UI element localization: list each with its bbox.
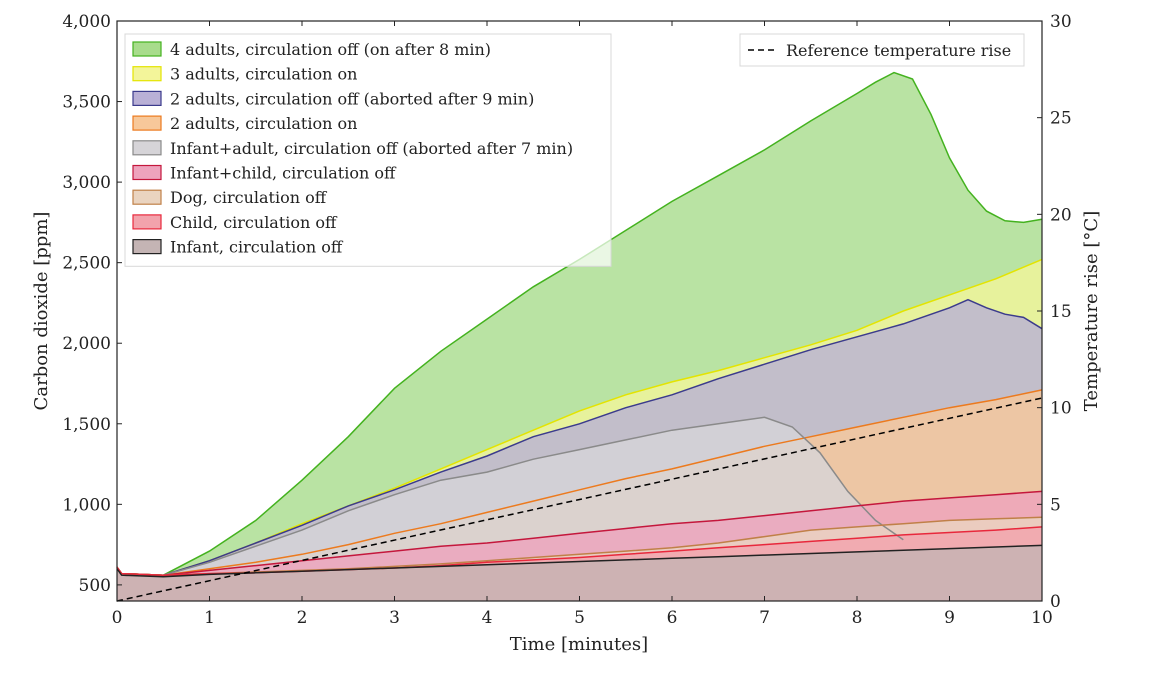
- x-tick-label: 9: [944, 608, 955, 628]
- legend-swatch: [132, 189, 162, 205]
- legend-swatch: [132, 140, 162, 156]
- y-right-tick-label: 20: [1050, 205, 1072, 225]
- legend-label: Infant+child, circulation off: [170, 164, 397, 183]
- y-right-tick-label: 25: [1050, 109, 1072, 129]
- legend-label: Infant, circulation off: [170, 238, 344, 257]
- y-left-tick-label: 4,000: [62, 12, 111, 32]
- y-left-tick-label: 3,000: [62, 173, 111, 193]
- reference-line-group: [116, 397, 1043, 602]
- legend-swatch: [132, 41, 162, 57]
- x-tick-label: 6: [667, 608, 678, 628]
- y-right-tick-label: 0: [1050, 592, 1061, 612]
- legend-swatch: [132, 164, 162, 181]
- x-tick-label: 8: [852, 608, 863, 628]
- x-axis: 0 1 2 3 4 5 6 7 8 9 10: [112, 21, 1053, 628]
- legend-box: [124, 33, 612, 267]
- legend-reference: Reference temperature rise: [739, 33, 1025, 67]
- legend-label: Child, circulation off: [170, 213, 338, 232]
- line-4-adults-circulation-off-on-after-8-min: [116, 71, 1043, 576]
- y-axis-left-label: Carbon dioxide [ppm]: [31, 212, 52, 411]
- y-right-tick-label: 10: [1050, 399, 1072, 419]
- legend-swatch: [132, 115, 162, 131]
- series-areas: [117, 72, 1042, 602]
- legend-swatch: [132, 239, 162, 255]
- legend-label: Infant+adult, circulation off (aborted a…: [170, 139, 573, 158]
- y-left-tick-label: 1,500: [62, 415, 111, 435]
- line-infant-child-circulation-off: [116, 490, 1043, 576]
- y-left-tick-label: 2,000: [62, 334, 111, 354]
- line-2-adults-circulation-on: [116, 389, 1043, 576]
- x-tick-label: 7: [759, 608, 770, 628]
- legend: 4 adults, circulation off (on after 8 mi…: [124, 33, 612, 267]
- line-2-adults-circulation-off-aborted-after-9-min: [116, 298, 1043, 576]
- x-tick-label: 1: [204, 608, 215, 628]
- y-left-tick-label: 500: [79, 576, 111, 596]
- x-tick-label: 3: [389, 608, 400, 628]
- legend-label: 3 adults, circulation on: [170, 65, 357, 84]
- legend-label: 2 adults, circulation off (aborted after…: [170, 89, 534, 108]
- y-axis-right: 0 5 10 15 20 25 30: [1037, 12, 1072, 612]
- legend-label: Dog, circulation off: [170, 188, 328, 207]
- series-lines: [116, 71, 1043, 578]
- x-tick-label: 4: [482, 608, 493, 628]
- x-axis-label: Time [minutes]: [510, 634, 648, 655]
- legend-reference-label: Reference temperature rise: [786, 41, 1011, 60]
- legend-label: 4 adults, circulation off (on after 8 mi…: [170, 40, 491, 59]
- line-infant-circulation-off: [116, 544, 1043, 578]
- y-axis-right-label: Temperature rise [°C]: [1081, 211, 1102, 411]
- reference-temperature-line: [116, 397, 1043, 602]
- y-right-tick-label: 15: [1050, 302, 1072, 322]
- legend-label: 2 adults, circulation on: [170, 114, 357, 133]
- y-axis-left: 500 1,000 1,500 2,000 2,500 3,000 3,500 4,000: [62, 12, 122, 596]
- legend-reference-box: [739, 33, 1025, 67]
- y-left-tick-label: 2,500: [62, 254, 111, 274]
- y-right-tick-label: 5: [1050, 495, 1061, 515]
- legend-swatch: [132, 214, 162, 230]
- x-tick-label: 10: [1031, 608, 1053, 628]
- x-tick-label: 2: [297, 608, 308, 628]
- y-right-tick-label: 30: [1050, 12, 1072, 32]
- y-left-tick-label: 1,000: [62, 495, 111, 515]
- legend-swatch: [132, 90, 162, 107]
- legend-swatch: [132, 66, 162, 82]
- area-infant-circulation-off: [117, 545, 1042, 601]
- x-tick-label: 0: [112, 608, 123, 628]
- y-left-tick-label: 3,500: [62, 93, 111, 113]
- x-tick-label: 5: [574, 608, 585, 628]
- line-infant-adult-circulation-off-aborted-after-7-min: [116, 416, 904, 576]
